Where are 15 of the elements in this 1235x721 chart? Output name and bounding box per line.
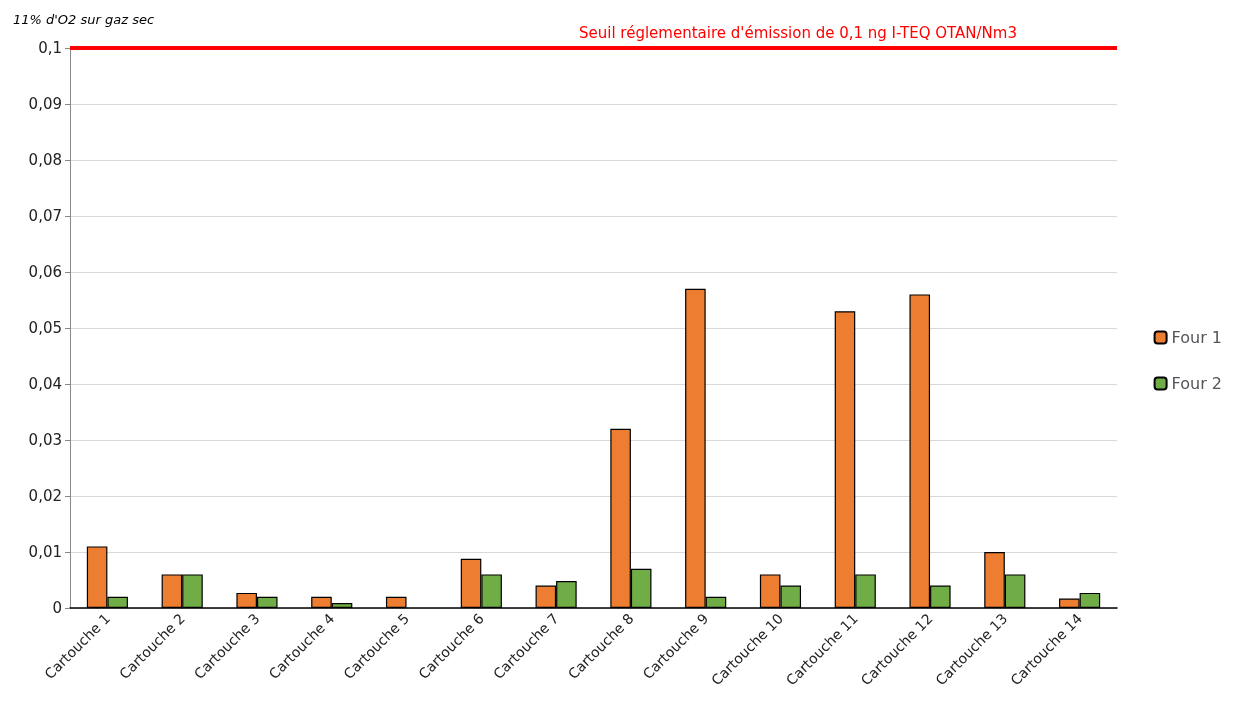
- y-tick-label: 0,08: [28, 151, 62, 169]
- y-tick-label: 0,06: [28, 263, 62, 281]
- legend-label: Four 2: [1171, 374, 1222, 393]
- y-tick-label: 0,09: [28, 95, 62, 113]
- y-tick-label: 0,05: [28, 319, 62, 337]
- legend-label: Four 1: [1171, 328, 1222, 347]
- y-tick-label: 0,01: [28, 543, 62, 561]
- y-tick-label: 0,02: [28, 487, 62, 505]
- y-tick-label: 0,03: [28, 431, 62, 449]
- ref-line-label: Seuil réglementaire d'émission de 0,1 ng I-TEQ OTAN/Nm3: [579, 23, 1017, 42]
- y-tick-label: 0,04: [28, 375, 62, 393]
- y-tick-label: 0,07: [28, 207, 62, 225]
- y-axis-title: 11% d'O2 sur gaz sec: [13, 12, 155, 27]
- y-tick-label: 0,1: [38, 39, 62, 57]
- y-tick-label: 0: [52, 599, 62, 617]
